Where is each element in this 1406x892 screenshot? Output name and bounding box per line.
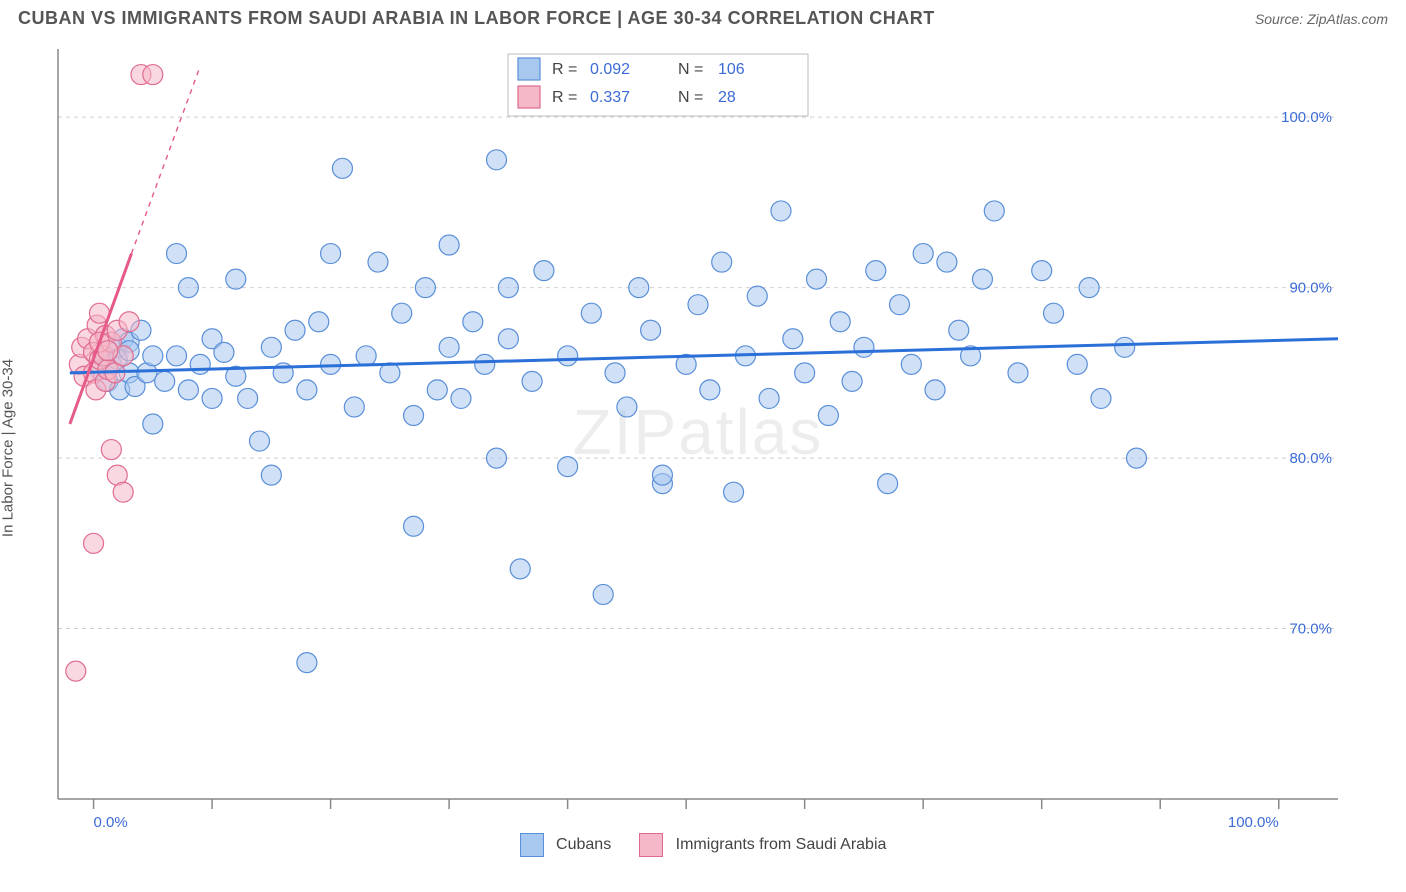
svg-text:0.092: 0.092 (590, 61, 630, 78)
svg-text:70.0%: 70.0% (1289, 621, 1332, 638)
svg-text:0.0%: 0.0% (94, 814, 128, 829)
y-axis-label: In Labor Force | Age 30-34 (0, 359, 17, 537)
chart-title: CUBAN VS IMMIGRANTS FROM SAUDI ARABIA IN… (18, 8, 935, 29)
legend-item-saudi: Immigrants from Saudi Arabia (639, 833, 886, 857)
svg-text:R =: R = (552, 61, 577, 78)
legend-swatch-pink (639, 833, 663, 857)
chart-container: In Labor Force | Age 30-34 70.0%80.0%90.… (18, 39, 1388, 857)
svg-text:100.0%: 100.0% (1228, 814, 1279, 829)
svg-text:N =: N = (678, 61, 703, 78)
legend-swatch-blue (520, 833, 544, 857)
scatter-plot: 70.0% 80.0% 90.0% 100.0% ZIPatlas 0.0% 100.0% R… (18, 39, 1348, 829)
svg-text:R =: R = (552, 89, 577, 106)
svg-text:100.0%: 100.0% (1281, 109, 1332, 126)
legend-label: Cubans (556, 836, 611, 853)
svg-text:ZIPatlas: ZIPatlas (573, 396, 824, 468)
svg-text:80.0%: 80.0% (1289, 450, 1332, 467)
legend-label: Immigrants from Saudi Arabia (676, 836, 887, 853)
svg-text:28: 28 (718, 89, 736, 106)
title-bar: CUBAN VS IMMIGRANTS FROM SAUDI ARABIA IN… (0, 0, 1406, 29)
bottom-legend: Cubans Immigrants from Saudi Arabia (18, 833, 1388, 857)
legend-item-cubans: Cubans (520, 833, 612, 857)
svg-text:N =: N = (678, 89, 703, 106)
svg-text:0.337: 0.337 (590, 89, 630, 106)
svg-text:106: 106 (718, 61, 745, 78)
source-label: Source: ZipAtlas.com (1255, 11, 1388, 27)
svg-text:90.0%: 90.0% (1289, 280, 1332, 297)
